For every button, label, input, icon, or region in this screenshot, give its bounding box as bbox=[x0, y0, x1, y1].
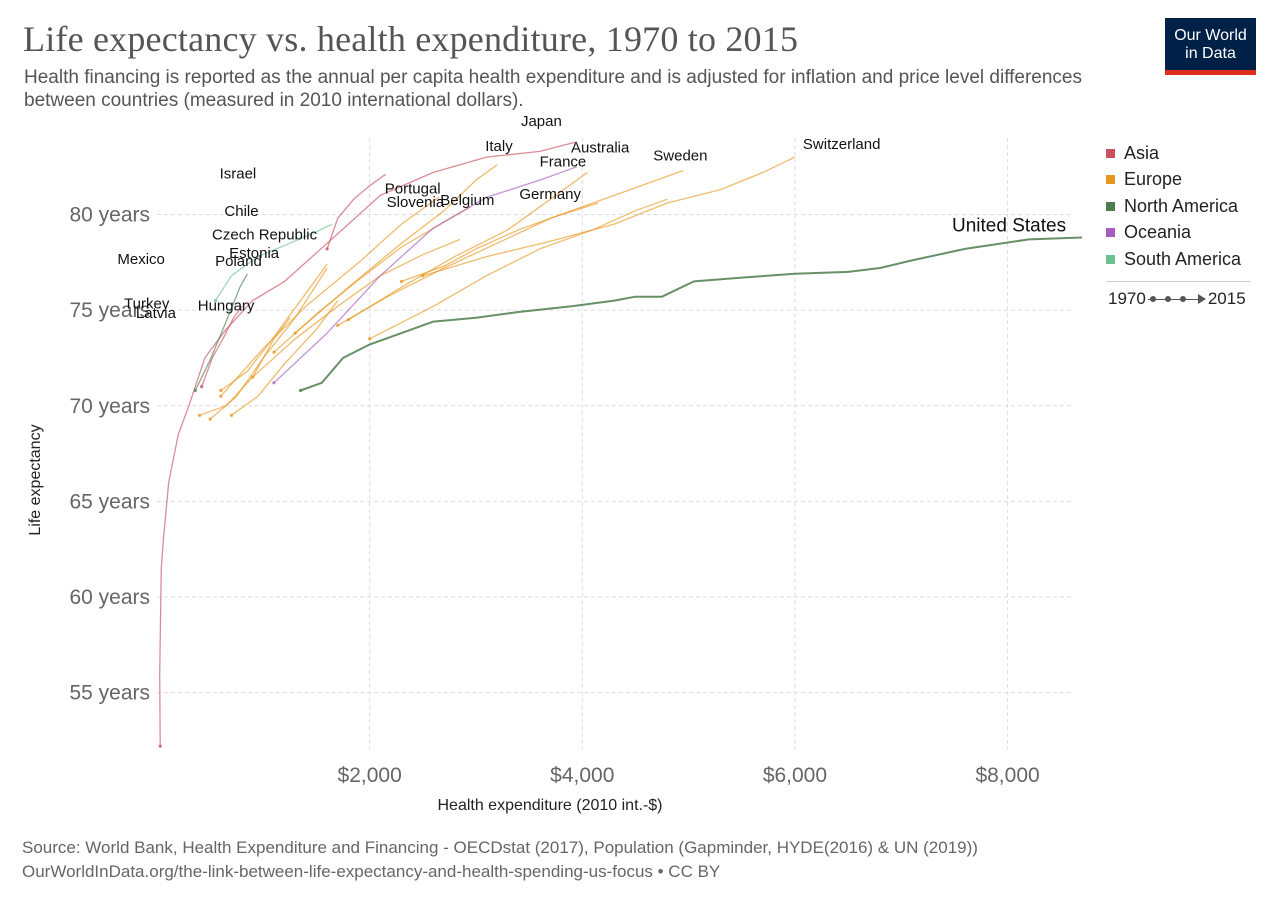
series-start-marker bbox=[213, 298, 218, 303]
series-line-switzerland bbox=[422, 156, 796, 277]
legend-label-europe: Europe bbox=[1124, 169, 1183, 190]
y-tick-label: 80 years bbox=[69, 204, 150, 227]
source-note: Source: World Bank, Health Expenditure a… bbox=[22, 836, 978, 884]
legend-item-north-america[interactable]: North America bbox=[1106, 193, 1256, 220]
series-start-marker bbox=[368, 337, 372, 341]
series-line-latvia bbox=[199, 317, 291, 416]
series-label-chile: Chile bbox=[224, 203, 258, 220]
series-start-marker bbox=[158, 744, 162, 748]
x-tick-label: $2,000 bbox=[338, 764, 402, 787]
y-axis-title: Life expectancy bbox=[27, 424, 44, 535]
series-label-japan: Japan bbox=[521, 113, 562, 130]
series-start-marker bbox=[219, 394, 223, 398]
series-start-marker bbox=[272, 350, 276, 354]
legend-swatch-europe bbox=[1106, 175, 1115, 185]
series-line-united-states bbox=[300, 236, 1083, 392]
legend: Asia Europe North America Oceania South … bbox=[1106, 140, 1256, 282]
series-start-marker bbox=[399, 279, 404, 284]
series-label-latvia: Latvia bbox=[136, 305, 177, 322]
x-tick-label: $4,000 bbox=[550, 764, 614, 787]
series-line-australia bbox=[273, 166, 578, 384]
series-label-germany: Germany bbox=[519, 186, 581, 203]
series-label-italy: Italy bbox=[485, 138, 513, 155]
legend-swatch-asia bbox=[1106, 148, 1115, 158]
series-line-chile bbox=[214, 223, 333, 301]
series-label-switzerland: Switzerland bbox=[803, 136, 881, 153]
series-start-marker bbox=[325, 247, 329, 251]
series-line-germany bbox=[369, 198, 668, 340]
owid-logo[interactable]: Our World in Data bbox=[1165, 18, 1256, 75]
timeline-end-label: 2015 bbox=[1207, 289, 1246, 308]
series-start-marker bbox=[219, 388, 223, 393]
y-tick-label: 75 years bbox=[69, 299, 150, 322]
series-line-turkey bbox=[201, 305, 243, 387]
legend-item-south-america[interactable]: South America bbox=[1106, 246, 1256, 273]
series-label-turkey: Turkey bbox=[124, 295, 170, 312]
y-tick-label: 55 years bbox=[69, 682, 150, 705]
legend-item-oceania[interactable]: Oceania bbox=[1106, 220, 1256, 247]
legend-label-north-america: North America bbox=[1124, 195, 1239, 216]
source-text: Source: World Bank, Health Expenditure a… bbox=[22, 838, 978, 857]
legend-swatch-north-america bbox=[1106, 201, 1115, 211]
series-label-estonia: Estonia bbox=[229, 245, 280, 262]
series-label-mexico: Mexico bbox=[117, 251, 165, 268]
chart-subtitle: Health financing is reported as the annu… bbox=[24, 67, 1082, 111]
series-line-czech-republic bbox=[252, 238, 461, 378]
series-line-sweden bbox=[401, 169, 684, 283]
series-start-marker bbox=[272, 381, 276, 385]
x-tick-label: $8,000 bbox=[975, 764, 1039, 787]
timeline-start-label: 1970 bbox=[1108, 289, 1146, 308]
series-line-belgium bbox=[337, 202, 599, 326]
series-line-japan bbox=[159, 141, 578, 747]
series-label-australia: Australia bbox=[571, 140, 630, 157]
y-tick-label: 65 years bbox=[69, 490, 150, 513]
x-axis-title: Health expenditure (2010 int.-$) bbox=[437, 797, 662, 814]
series-label-united-states: United States bbox=[952, 215, 1066, 236]
legend-label-south-america: South America bbox=[1124, 248, 1242, 269]
series-start-marker bbox=[229, 413, 234, 417]
legend-swatch-oceania bbox=[1106, 228, 1115, 238]
series-label-czech-republic: Czech Republic bbox=[212, 226, 318, 243]
series-label-belgium: Belgium bbox=[440, 192, 494, 209]
legend-divider bbox=[1106, 280, 1251, 282]
series-label-france: France bbox=[540, 153, 587, 170]
timeline-control[interactable]: 1970 2015 bbox=[1108, 289, 1246, 309]
source-url[interactable]: OurWorldInData.org/the-link-between-life… bbox=[22, 862, 721, 881]
series-line-hungary bbox=[231, 300, 339, 416]
series-start-marker bbox=[336, 323, 340, 328]
series-line-israel bbox=[326, 173, 386, 250]
series-label-poland: Poland bbox=[215, 253, 262, 270]
legend-item-europe[interactable]: Europe bbox=[1106, 167, 1256, 194]
chart-title: Life expectancy vs. health expenditure, … bbox=[23, 19, 799, 59]
legend-swatch-south-america bbox=[1106, 254, 1115, 264]
series-start-marker bbox=[298, 388, 303, 393]
series-label-slovenia: Slovenia bbox=[387, 194, 445, 211]
legend-item-asia[interactable]: Asia bbox=[1106, 140, 1256, 167]
y-tick-label: 60 years bbox=[69, 586, 150, 609]
series-line-mexico bbox=[194, 273, 248, 391]
logo-line-2: in Data bbox=[1185, 45, 1236, 62]
logo-line-1: Our World bbox=[1174, 27, 1247, 44]
series-label-hungary: Hungary bbox=[198, 298, 255, 315]
series-start-marker bbox=[197, 413, 202, 417]
timeline-arrow-icon bbox=[1147, 293, 1206, 305]
series-start-marker bbox=[200, 385, 204, 389]
series-label-portugal: Portugal bbox=[385, 180, 441, 197]
series-line-portugal bbox=[220, 196, 440, 397]
series-line-france bbox=[348, 171, 588, 321]
series-label-sweden: Sweden bbox=[653, 148, 707, 165]
series-line-poland bbox=[220, 263, 328, 392]
series-start-marker bbox=[193, 388, 197, 393]
legend-label-asia: Asia bbox=[1124, 142, 1160, 163]
x-tick-label: $6,000 bbox=[763, 764, 827, 787]
legend-label-oceania: Oceania bbox=[1124, 222, 1192, 243]
series-start-marker bbox=[208, 417, 212, 421]
series-label-israel: Israel bbox=[220, 165, 257, 182]
y-tick-label: 70 years bbox=[69, 395, 150, 418]
